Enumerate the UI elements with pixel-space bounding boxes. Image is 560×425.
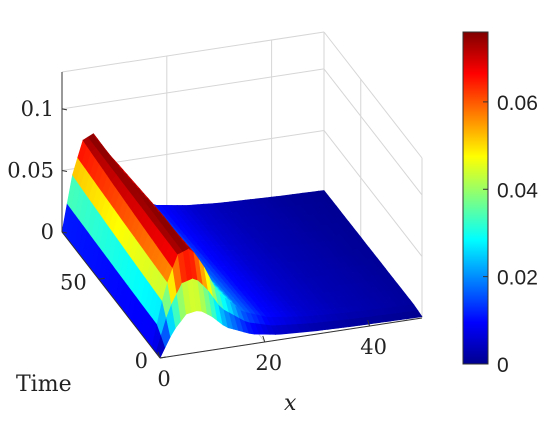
surface-plot xyxy=(61,133,423,359)
time-tick-label: 50 xyxy=(60,270,87,294)
surface-cell xyxy=(412,310,423,318)
z-tick-label: 0 xyxy=(41,220,54,244)
x-tick-mark xyxy=(157,351,161,359)
colorbar-tick-label: 0.04 xyxy=(497,179,538,202)
x-axis-label: x xyxy=(284,391,297,416)
x-tick-label: 40 xyxy=(360,335,387,359)
z-tick-mark xyxy=(61,108,68,111)
z-tick-label: 0.05 xyxy=(7,158,54,182)
x-tick-mark xyxy=(367,319,371,327)
colorbar-tick-label: 0.02 xyxy=(497,267,538,290)
time-axis-ticks: 0 50 xyxy=(60,270,167,373)
colorbar-gradient xyxy=(462,31,489,365)
z-tick-mark xyxy=(61,231,68,234)
colorbar-tick-label: 0 xyxy=(497,354,509,377)
x-axis-ticks: 0 20 40 xyxy=(157,319,387,391)
z-tick-mark xyxy=(61,169,68,172)
x-tick-mark xyxy=(262,335,266,343)
time-tick-mark xyxy=(159,356,167,359)
z-tick-label: 0.1 xyxy=(21,97,54,121)
x-tick-label: 20 xyxy=(255,351,282,375)
axis-lines xyxy=(61,72,423,359)
x-tick-label: 0 xyxy=(157,367,170,391)
colorbar-tick-label: 0.06 xyxy=(497,92,538,115)
colorbar-ticks: 0 0.02 0.04 0.06 xyxy=(483,92,538,377)
z-axis-ticks: 0 0.05 0.1 xyxy=(7,97,68,244)
time-tick-label: 0 xyxy=(135,349,148,373)
time-axis-label: Time xyxy=(16,372,72,397)
colorbar: 0 0.02 0.04 0.06 xyxy=(462,31,538,377)
time-tick-mark xyxy=(98,277,105,280)
